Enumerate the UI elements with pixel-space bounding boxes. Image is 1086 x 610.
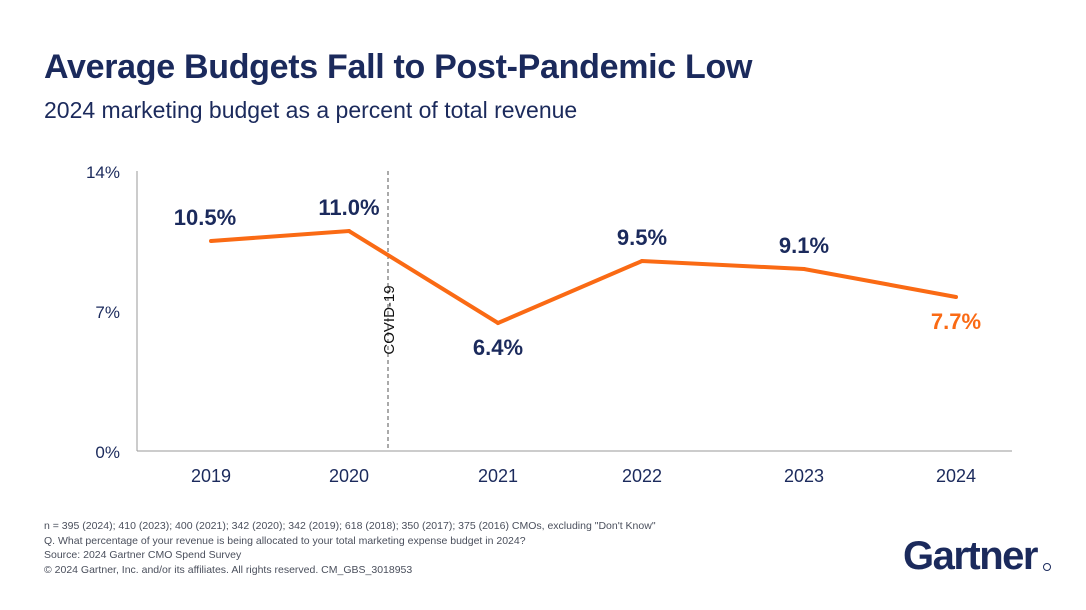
x-tick-label: 2022 [622,466,662,486]
data-label: 6.4% [473,335,523,360]
gartner-logo: Gartner [903,534,1039,578]
x-tick-label: 2020 [329,466,369,486]
footnote-source: Source: 2024 Gartner CMO Spend Survey [44,549,242,561]
covid-annotation-label: COVID-19 [381,285,398,354]
data-point [347,229,351,233]
registered-mark-icon [1043,563,1051,571]
y-tick-label: 0% [95,443,120,462]
data-point [496,321,500,325]
data-point [640,259,644,263]
footnote-question: Q. What percentage of your revenue is be… [44,534,526,547]
footnote-sample: n = 395 (2024); 410 (2023); 400 (2021); … [44,520,656,532]
data-label: 11.0% [318,195,379,220]
y-tick-label: 7% [95,303,120,322]
data-label: 9.1% [779,233,829,258]
data-point [802,267,806,271]
data-label: 10.5% [174,205,236,230]
data-label: 9.5% [617,225,667,250]
data-point [954,295,958,299]
series-line [210,228,957,326]
data-label: 7.7% [931,309,981,334]
data-point [209,239,213,243]
chart-title: Average Budgets Fall to Post-Pandemic Lo… [44,48,753,86]
x-tick-label: 2019 [191,466,231,486]
chart-subtitle: 2024 marketing budget as a percent of to… [44,97,578,123]
x-tick-label: 2024 [936,466,976,486]
x-tick-label: 2021 [478,466,518,486]
footnotes: n = 395 (2024); 410 (2023); 400 (2021); … [44,519,656,577]
footnote-copyright: © 2024 Gartner, Inc. and/or its affiliat… [44,563,413,576]
x-tick-label: 2023 [784,466,824,486]
y-tick-label: 14% [86,163,120,182]
